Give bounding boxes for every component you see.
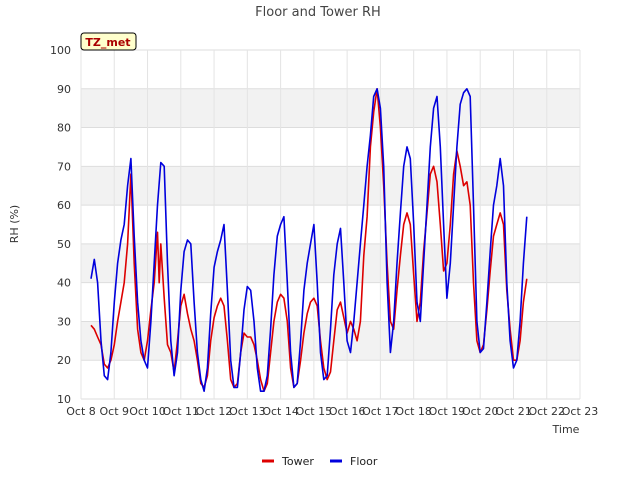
- x-tick-label: Oct 20: [462, 405, 499, 418]
- x-tick-label: Oct 8: [66, 405, 96, 418]
- x-tick-label: Oct 11: [163, 405, 200, 418]
- x-tick-label: Oct 21: [495, 405, 532, 418]
- x-tick-label: Oct 18: [395, 405, 432, 418]
- x-axis-title: Time: [552, 423, 580, 436]
- series-layer: [90, 88, 528, 392]
- series-line-tower: [90, 88, 528, 392]
- plot-band: [81, 166, 580, 206]
- x-tick-label: Oct 17: [362, 405, 399, 418]
- x-tick-label: Oct 15: [296, 405, 333, 418]
- y-tick-label: 70: [57, 160, 71, 173]
- y-tick-labels: 10 20 30 40 50 60 70 80 90 100: [50, 44, 71, 406]
- y-tick-label: 10: [57, 393, 71, 406]
- y-tick-label: 90: [57, 83, 71, 96]
- y-tick-label: 30: [57, 315, 71, 328]
- y-tick-label: 50: [57, 238, 71, 251]
- y-tick-label: 60: [57, 199, 71, 212]
- grid-lines: [80, 49, 581, 400]
- y-tick-label: 40: [57, 277, 71, 290]
- y-tick-label: 20: [57, 354, 71, 367]
- legend-label-floor: Floor: [350, 455, 378, 468]
- x-tick-label: Oct 16: [329, 405, 366, 418]
- x-tick-label: Oct 9: [100, 405, 130, 418]
- x-tick-label: Oct 22: [528, 405, 565, 418]
- legend-label-tower: Tower: [281, 455, 314, 468]
- x-tick-label: Oct 12: [196, 405, 233, 418]
- series-line-floor: [90, 88, 528, 392]
- x-tick-label: Oct 23: [562, 405, 599, 418]
- tz-met-badge-box: [80, 32, 137, 51]
- x-tick-label: Oct 14: [262, 405, 299, 418]
- x-tick-label: Oct 19: [429, 405, 466, 418]
- chart-title: Floor and Tower RH: [255, 5, 381, 20]
- y-tick-label: 80: [57, 122, 71, 135]
- y-tick-label: 100: [50, 44, 71, 57]
- y-axis-title: RH (%): [8, 205, 21, 243]
- tz-met-badge: TZ_met: [80, 32, 137, 51]
- x-tick-label: Oct 13: [229, 405, 266, 418]
- plot-band: [81, 243, 580, 283]
- plot-band: [81, 88, 580, 128]
- legend: Tower Floor: [262, 455, 378, 468]
- tz-met-badge-label: TZ_met: [85, 36, 130, 49]
- x-tick-label: Oct 10: [129, 405, 166, 418]
